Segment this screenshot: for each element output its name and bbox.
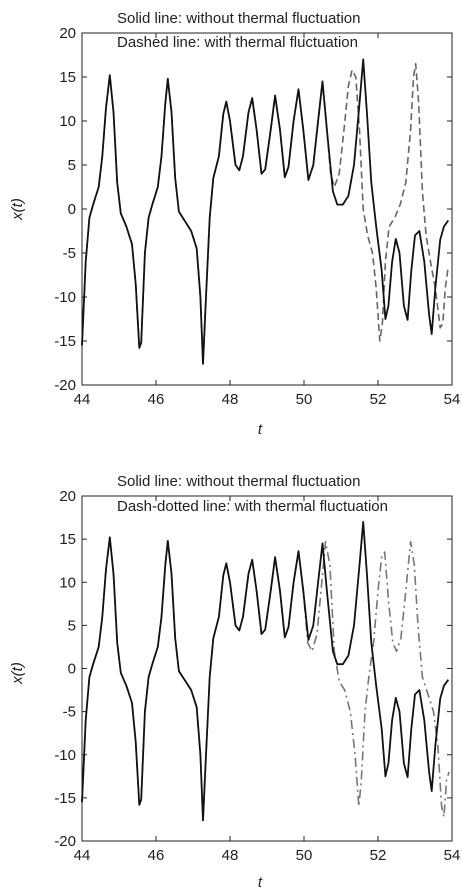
y-tick-label: -5 xyxy=(63,704,76,721)
x-tick-label: 46 xyxy=(148,847,165,864)
legend-note-solid: Solid line: without thermal fluctuation xyxy=(117,473,360,490)
x-tick-label: 44 xyxy=(74,391,91,408)
y-tick-label: -5 xyxy=(63,245,76,262)
y-axis-title: x(t) xyxy=(9,662,26,685)
y-tick-label: 0 xyxy=(68,661,76,678)
y-tick-label: 20 xyxy=(59,25,76,42)
y-tick-label: 0 xyxy=(68,201,76,218)
x-tick-label: 52 xyxy=(370,391,387,408)
y-tick-label: -20 xyxy=(54,833,76,850)
y-tick-label: -15 xyxy=(54,790,76,807)
x-tick-label: 50 xyxy=(296,847,313,864)
chart-panel-top: Solid line: without thermal fluctuation … xyxy=(9,10,460,438)
x-tick-label: 46 xyxy=(148,391,165,408)
y-tick-label: -10 xyxy=(54,289,76,306)
x-tick-label: 50 xyxy=(296,391,313,408)
y-tick-label: 10 xyxy=(59,574,76,591)
legend-note-dash-dotted: Dash-dotted line: with thermal fluctuati… xyxy=(117,498,388,515)
x-tick-label: 48 xyxy=(222,847,239,864)
y-axis-title: x(t) xyxy=(9,198,26,221)
series-line-solid xyxy=(81,521,450,822)
y-tick-label: 20 xyxy=(59,488,76,505)
x-tick-label: 52 xyxy=(370,847,387,864)
plot-frame xyxy=(81,495,453,842)
x-tick-label: 54 xyxy=(444,847,461,864)
y-tick-label: 15 xyxy=(59,531,76,548)
x-tick-label: 44 xyxy=(74,847,91,864)
x-tick-label: 54 xyxy=(444,391,461,408)
series-line-solid xyxy=(81,58,450,365)
y-tick-label: -10 xyxy=(54,747,76,764)
y-tick-label: 10 xyxy=(59,113,76,130)
x-axis-title: t xyxy=(258,421,263,438)
y-tick-label: 15 xyxy=(59,69,76,86)
legend-note-solid: Solid line: without thermal fluctuation xyxy=(117,10,360,27)
x-tick-label: 48 xyxy=(222,391,239,408)
y-tick-label: 5 xyxy=(68,157,76,174)
y-tick-label: -15 xyxy=(54,333,76,350)
x-axis-title: t xyxy=(258,874,263,890)
chart-panel-bottom: Solid line: without thermal fluctuation … xyxy=(9,473,460,890)
y-tick-label: 5 xyxy=(68,617,76,634)
plot-frame xyxy=(81,32,453,386)
y-tick-label: -20 xyxy=(54,377,76,394)
legend-note-dashed: Dashed line: with thermal fluctuation xyxy=(117,34,358,51)
